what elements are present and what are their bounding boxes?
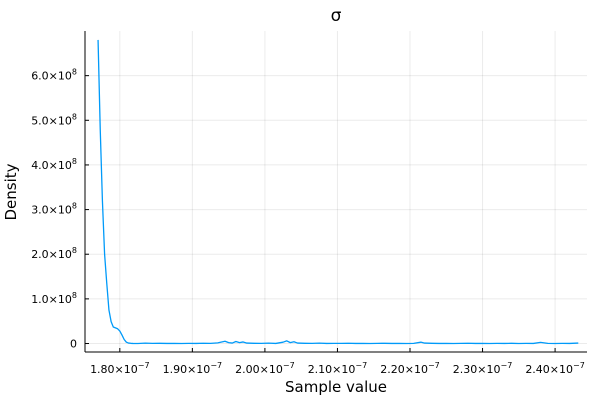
y-tick-label: 5.0×108: [31, 112, 77, 127]
y-tick-mantissa: 5.0×10: [31, 114, 72, 127]
y-tick-exponent: 8: [72, 202, 77, 211]
series-group: [97, 39, 579, 345]
x-tick-mantissa: 2.00×10: [235, 363, 283, 376]
x-tick-exponent: −7: [573, 361, 585, 370]
y-tick-mantissa: 1.0×10: [31, 293, 72, 306]
x-tick-exponent: −7: [210, 361, 222, 370]
x-tick-mantissa: 2.10×10: [308, 363, 356, 376]
y-axis-ticks: 01.0×1082.0×1083.0×1084.0×1085.0×1086.0×…: [31, 68, 89, 351]
y-tick-exponent: 8: [72, 246, 77, 255]
y-tick-mantissa: 0: [70, 338, 77, 351]
x-tick-mantissa: 1.90×10: [163, 363, 211, 376]
x-axis-ticks: 1.80×10−7 1.90×10−7 2.00×10−7 2.10×10−7 2.20…: [90, 348, 585, 376]
x-tick-label: 2.00×10−7: [235, 361, 295, 376]
x-tick-label: 1.90×10−7: [163, 361, 223, 376]
y-tick-exponent: 8: [72, 68, 77, 77]
y-tick-label: 2.0×108: [31, 246, 77, 261]
x-tick-mantissa: 1.80×10: [90, 363, 138, 376]
grid-lines: [85, 31, 587, 352]
x-axis-label: Sample value: [285, 378, 387, 396]
y-tick-exponent: 8: [72, 157, 77, 166]
y-tick-exponent: 8: [72, 291, 77, 300]
y-axis-label: Density: [2, 163, 20, 220]
x-tick-mantissa: 2.40×10: [525, 363, 573, 376]
chart-title: σ: [331, 6, 342, 26]
x-tick-label: 2.10×10−7: [308, 361, 368, 376]
y-tick-label: 4.0×108: [31, 157, 77, 172]
y-tick-exponent: 8: [72, 112, 77, 121]
y-tick-mantissa: 6.0×10: [31, 70, 72, 83]
y-tick-label: 3.0×108: [31, 202, 77, 217]
x-tick-exponent: −7: [355, 361, 367, 370]
x-tick-label: 1.80×10−7: [90, 361, 150, 376]
y-tick-label: 0: [70, 338, 77, 351]
x-tick-exponent: −7: [428, 361, 440, 370]
x-tick-mantissa: 2.20×10: [380, 363, 428, 376]
x-tick-label: 2.20×10−7: [380, 361, 440, 376]
x-tick-exponent: −7: [283, 361, 295, 370]
density-line: [97, 39, 579, 345]
y-tick-label: 1.0×108: [31, 291, 77, 306]
y-tick-label: 6.0×108: [31, 68, 77, 83]
x-tick-label: 2.40×10−7: [525, 361, 585, 376]
x-tick-mantissa: 2.30×10: [453, 363, 501, 376]
y-tick-mantissa: 3.0×10: [31, 204, 72, 217]
y-tick-mantissa: 4.0×10: [31, 159, 72, 172]
y-tick-mantissa: 2.0×10: [31, 248, 72, 261]
x-tick-exponent: −7: [500, 361, 512, 370]
x-tick-exponent: −7: [138, 361, 150, 370]
x-tick-label: 2.30×10−7: [453, 361, 513, 376]
